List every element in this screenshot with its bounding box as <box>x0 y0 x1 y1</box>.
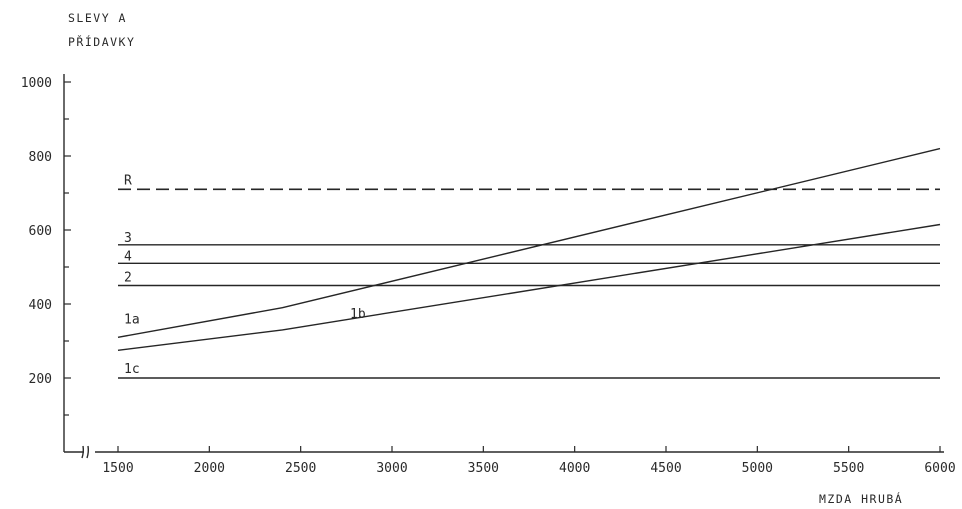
x-tick-label: 3500 <box>468 461 499 476</box>
x-tick-label: 4000 <box>559 461 590 476</box>
x-tick-label: 2000 <box>194 461 225 476</box>
axis-break-mark <box>81 445 90 459</box>
x-tick-label: 5500 <box>833 461 864 476</box>
chart-series <box>117 147 941 379</box>
x-tick-label: 6000 <box>924 461 955 476</box>
series-line-1a <box>117 147 941 338</box>
series-label: 1b <box>350 307 366 322</box>
y-axis-title-line-2: PŘÍDAVKY <box>68 34 135 49</box>
x-axis-title: MZDA HRUBÁ <box>819 491 903 506</box>
series-label: 4 <box>124 249 132 264</box>
series-label: 1c <box>124 362 140 377</box>
x-tick-label: 1500 <box>102 461 133 476</box>
x-tick-label: 3000 <box>376 461 407 476</box>
chart-labels: 200 400 600 800 1000 1500 2000 2500 3000 3500 4000… <box>21 76 956 476</box>
y-tick-label: 600 <box>29 224 52 239</box>
series-label: 1a <box>124 312 140 327</box>
series-line-1b <box>117 223 941 351</box>
x-tick-label: 4500 <box>650 461 681 476</box>
x-tick-label: 2500 <box>285 461 316 476</box>
y-tick-label: 200 <box>29 372 52 387</box>
series-label: 2 <box>124 271 132 286</box>
y-tick-label: 1000 <box>21 76 52 91</box>
series-label: 3 <box>124 231 132 246</box>
y-tick-label: 800 <box>29 150 52 165</box>
series-label: R <box>124 173 132 188</box>
y-axis-title-line-1: SLEVY A <box>68 11 127 25</box>
chart-axes <box>63 74 944 459</box>
x-tick-label: 5000 <box>742 461 773 476</box>
y-tick-label: 400 <box>29 298 52 313</box>
